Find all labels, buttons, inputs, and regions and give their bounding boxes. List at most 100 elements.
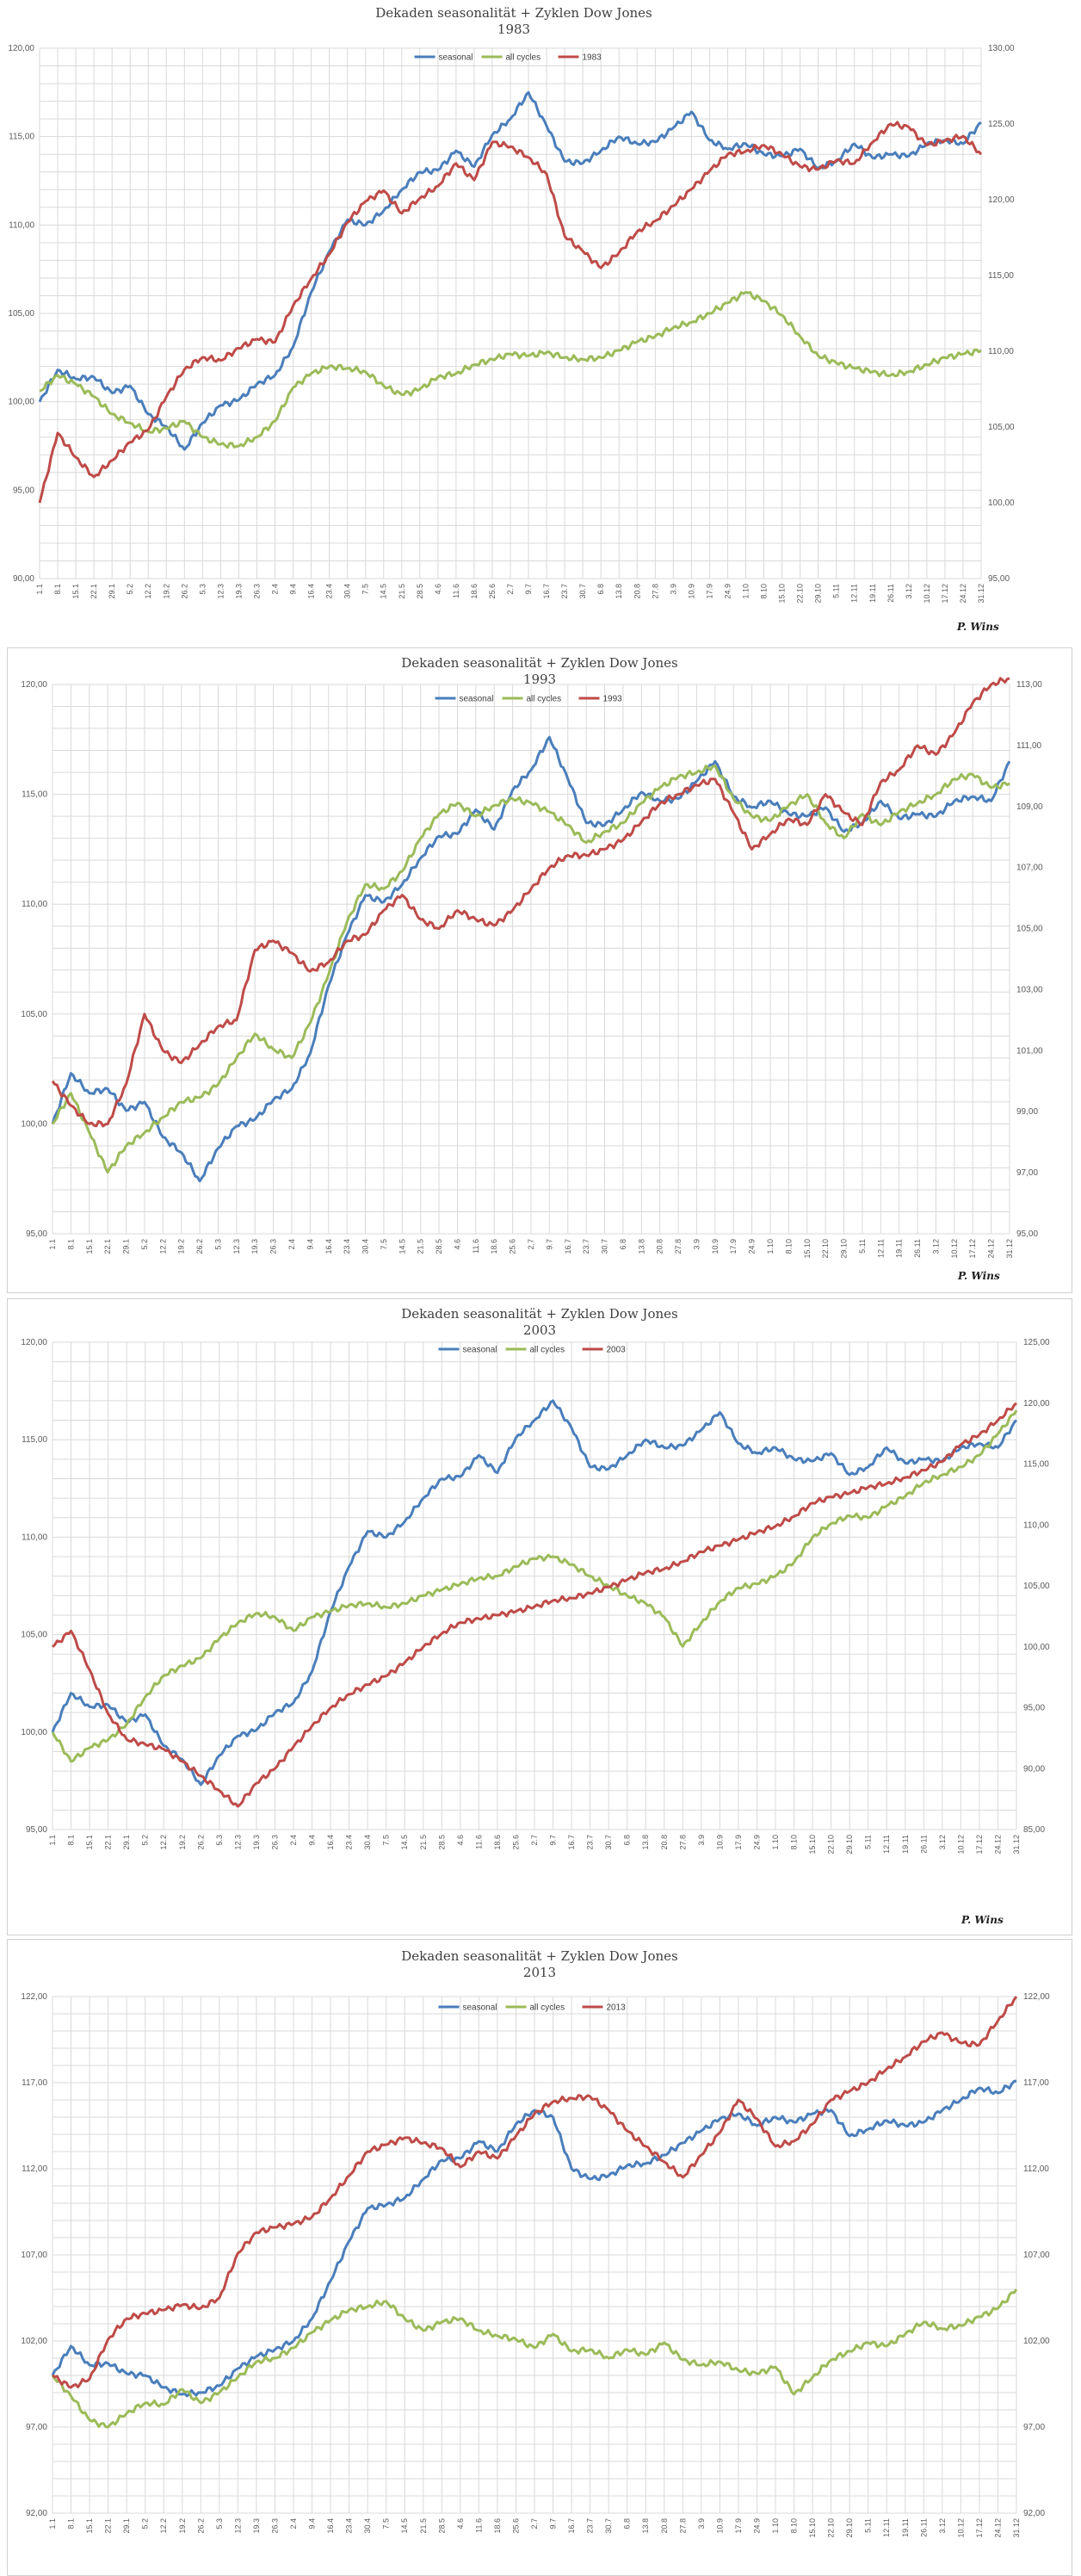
chart-subtitle: 2003 — [522, 1322, 557, 1338]
x-tick-label: 12.2 — [158, 1239, 167, 1254]
series-line-1983 — [38, 121, 983, 504]
y-tick-label: 120,00 — [21, 680, 47, 690]
line-chart-2013: 92,00 97,00 102,00 107,00 112,00 117,00 122,00… — [21, 1992, 1050, 2538]
y-tick-label: 105,00 — [21, 1631, 47, 1640]
x-tick-label: 19.2 — [162, 584, 170, 599]
x-tick-label: 2.4 — [271, 584, 280, 595]
x-tick-label: 7.5 — [382, 2518, 391, 2530]
x-tick-label: 5.3 — [213, 1239, 222, 1250]
x-tick-label: 5.11 — [832, 584, 841, 598]
chart-title-text: Dekaden seasonalität + Zyklen Dow Jones — [401, 1948, 678, 1964]
x-tick-label: 10.12 — [956, 1835, 965, 1855]
x-tick-label: 16.4 — [326, 2518, 335, 2534]
line-chart-1993: 95,00 100,00 105,00 110,00 115,00 120,00 95,00… — [21, 677, 1043, 1259]
y2-tick-label: 101,00 — [1016, 1046, 1043, 1056]
x-tick-label: 24.9 — [748, 1239, 757, 1254]
x-tick-label: 2.4 — [287, 1239, 296, 1250]
x-tick-label: 22.10 — [796, 584, 805, 604]
series-line-all-cycles — [39, 290, 982, 449]
x-tick-label: 9.7 — [549, 2518, 558, 2530]
chart-title-text: Dekaden seasonalität + Zyklen Dow Jones — [401, 655, 678, 671]
author-credit: P. Wins — [961, 1914, 1004, 1926]
x-tick-label: 6.8 — [596, 584, 605, 595]
x-tick-label: 16.4 — [324, 1239, 333, 1254]
x-tick-label: 17.9 — [705, 584, 713, 599]
series-line-2013 — [52, 1996, 1018, 2389]
x-tick-label: 18.6 — [493, 1835, 502, 1850]
legend: seasonal all cycles 1993 — [435, 695, 623, 704]
y2-tick-label: 110,00 — [988, 347, 1014, 356]
x-tick-label: 26.11 — [886, 584, 895, 603]
x-tick-label: 6.8 — [623, 1835, 632, 1846]
x-tick-label: 5.2 — [141, 1835, 150, 1846]
x-tick-label: 10.12 — [956, 2518, 965, 2538]
x-tick-label: 22.10 — [827, 1835, 836, 1855]
x-tick-label: 1.10 — [771, 2518, 780, 2534]
x-tick-label: 21.5 — [419, 1835, 428, 1850]
x-tick-label: 4.6 — [453, 1239, 461, 1250]
x-tick-label: 14.5 — [380, 584, 388, 599]
x-tick-label: 17.9 — [734, 1835, 743, 1850]
x-tick-label: 26.11 — [919, 1835, 928, 1854]
x-tick-label: 27.8 — [674, 1239, 683, 1254]
y-tick-label: 95,00 — [26, 1825, 47, 1835]
y-tick-label: 95,00 — [13, 486, 34, 495]
x-tick-label: 17.12 — [941, 584, 949, 604]
x-tick-label: 13.8 — [615, 584, 623, 599]
x-tick-label: 11.6 — [452, 584, 460, 598]
x-tick-label: 22.1 — [104, 2518, 113, 2534]
x-tick-label: 30.4 — [363, 2518, 372, 2534]
y-tick-label: 110,00 — [22, 1533, 47, 1542]
gridlines — [39, 47, 982, 579]
x-tick-label: 8.10 — [760, 584, 769, 599]
x-tick-label: 1.1 — [48, 1835, 57, 1846]
chart-title-text: Dekaden seasonalität + Zyklen Dow Jones — [375, 5, 652, 21]
legend-label: 2013 — [607, 2003, 627, 2013]
x-tick-label: 13.8 — [641, 1835, 650, 1850]
x-tick-label: 1.1 — [35, 584, 44, 595]
x-tick-label: 17.9 — [734, 2518, 743, 2534]
x-tick-label: 25.6 — [509, 1239, 517, 1254]
x-tick-label: 24.12 — [993, 1835, 1002, 1855]
x-tick-label: 21.5 — [398, 584, 406, 599]
y2-tick-label: 97,00 — [1023, 2423, 1045, 2432]
x-tick-label: 8.1 — [67, 1835, 76, 1846]
x-tick-label: 3.9 — [697, 2518, 706, 2530]
y-tick-label: 100,00 — [8, 398, 34, 407]
x-tick-label: 16.7 — [564, 1239, 572, 1254]
x-tick-label: 26.2 — [195, 1239, 204, 1254]
line-chart-1983: 90,00 95,00 100,00 105,00 110,00 115,00 120,00… — [8, 44, 1015, 604]
x-tick-label: 30.7 — [601, 1239, 609, 1254]
y-tick-label: 110,00 — [22, 900, 47, 909]
x-tick-label: 1.10 — [766, 1239, 775, 1254]
y-tick-label: 112,00 — [22, 2164, 47, 2174]
x-tick-label: 31.12 — [977, 584, 985, 604]
x-tick-label: 11.6 — [474, 2518, 483, 2533]
x-tick-label: 26.2 — [196, 2518, 205, 2534]
x-tick-label: 3.9 — [669, 584, 677, 595]
x-tick-label: 30.4 — [361, 1239, 370, 1254]
legend-label: seasonal — [460, 695, 494, 704]
x-tick-label: 23.4 — [343, 1239, 351, 1254]
x-tick-label: 10.12 — [923, 584, 931, 604]
x-tick-label: 22.1 — [103, 1239, 112, 1254]
legend-label: 1993 — [603, 695, 623, 704]
x-tick-label: 15.1 — [71, 584, 80, 599]
x-tick-label: 17.9 — [729, 1239, 738, 1254]
x-tick-label: 12.3 — [233, 2518, 242, 2534]
author-credit: P. Wins — [958, 1270, 1000, 1282]
x-tick-label: 19.2 — [178, 2518, 187, 2534]
x-tick-label: 15.10 — [803, 1239, 812, 1259]
y2-tick-label: 90,00 — [1023, 1764, 1045, 1774]
x-tick-label: 19.3 — [252, 2518, 261, 2534]
x-tick-label: 22.1 — [90, 584, 98, 599]
x-tick-label: 5.3 — [215, 2518, 224, 2530]
x-tick-label: 8.10 — [790, 1835, 799, 1850]
x-tick-label: 15.10 — [778, 584, 787, 604]
y2-tick-label: 109,00 — [1016, 802, 1043, 812]
legend: seasonal all cycles 1983 — [414, 53, 602, 63]
x-tick-label: 23.7 — [586, 1835, 595, 1850]
x-tick-label: 25.6 — [488, 584, 497, 599]
legend-label: 1983 — [583, 53, 602, 63]
x-tick-label: 12.11 — [882, 1835, 891, 1854]
